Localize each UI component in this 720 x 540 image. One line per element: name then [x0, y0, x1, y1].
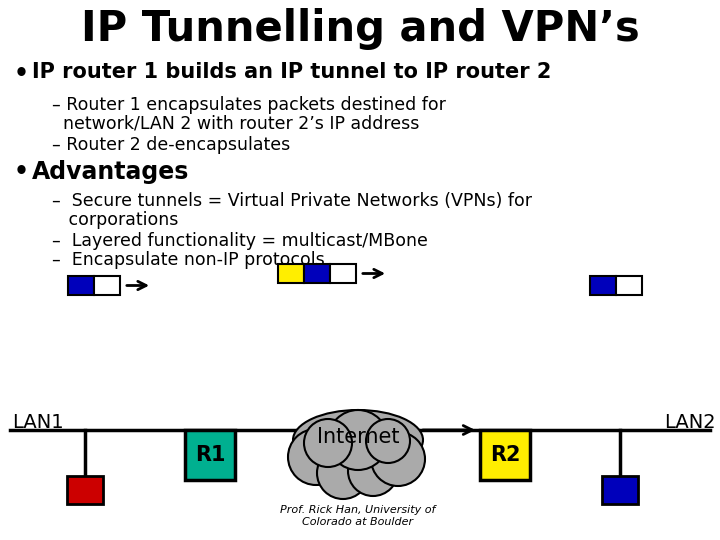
Text: •: •	[14, 160, 29, 184]
Text: Advantages: Advantages	[32, 160, 189, 184]
Circle shape	[371, 432, 425, 486]
Circle shape	[304, 419, 352, 467]
Bar	[185, 430, 235, 480]
Bar	[602, 476, 638, 504]
Bar	[304, 264, 330, 283]
Bar	[590, 276, 616, 295]
Bar	[616, 276, 642, 295]
Text: R1: R1	[194, 445, 225, 465]
Bar	[480, 430, 530, 480]
Bar	[278, 264, 304, 283]
Circle shape	[288, 429, 344, 485]
Ellipse shape	[293, 410, 423, 470]
Text: corporations: corporations	[52, 211, 179, 229]
Text: LAN1: LAN1	[12, 413, 63, 432]
Text: – Router 2 de-encapsulates: – Router 2 de-encapsulates	[52, 136, 290, 154]
Circle shape	[328, 410, 388, 470]
Text: LAN2: LAN2	[664, 413, 716, 432]
Bar	[94, 276, 120, 295]
Text: –  Secure tunnels = Virtual Private Networks (VPNs) for: – Secure tunnels = Virtual Private Netwo…	[52, 192, 532, 210]
Bar	[330, 264, 356, 283]
Text: – Router 1 encapsulates packets destined for: – Router 1 encapsulates packets destined…	[52, 96, 446, 114]
Text: network/LAN 2 with router 2’s IP address: network/LAN 2 with router 2’s IP address	[52, 115, 419, 133]
Text: Prof. Rick Han, University of
Colorado at Boulder: Prof. Rick Han, University of Colorado a…	[280, 505, 436, 526]
Circle shape	[317, 447, 369, 499]
Circle shape	[348, 446, 398, 496]
Text: Internet: Internet	[317, 427, 400, 447]
Text: –  Layered functionality = multicast/MBone: – Layered functionality = multicast/MBon…	[52, 232, 428, 250]
Text: R2: R2	[490, 445, 521, 465]
Circle shape	[366, 419, 410, 463]
Bar	[67, 476, 103, 504]
Bar	[68, 276, 94, 295]
Text: IP router 1 builds an IP tunnel to IP router 2: IP router 1 builds an IP tunnel to IP ro…	[32, 62, 552, 82]
Text: •: •	[14, 62, 29, 86]
Text: –  Encapsulate non-IP protocols: – Encapsulate non-IP protocols	[52, 251, 325, 269]
Text: IP Tunnelling and VPN’s: IP Tunnelling and VPN’s	[81, 8, 639, 50]
